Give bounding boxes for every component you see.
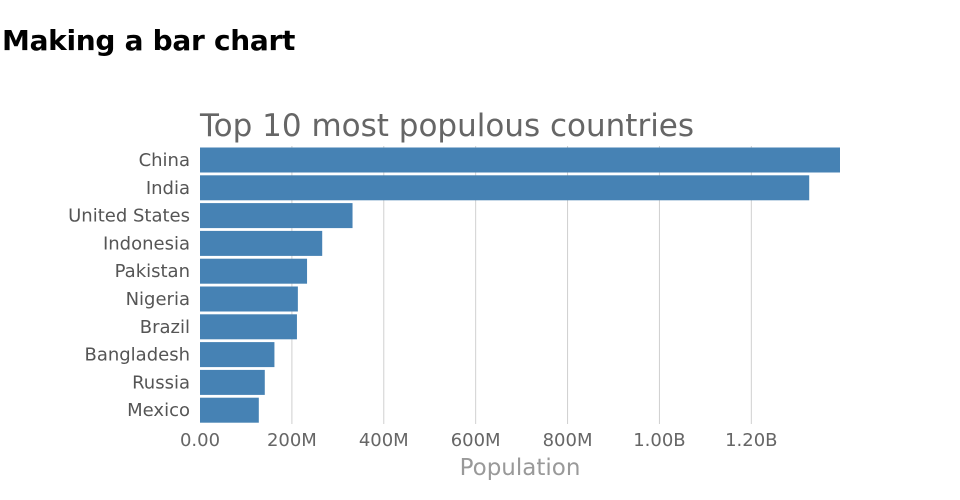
bar-indonesia bbox=[200, 230, 323, 256]
x-tick-label: 0.00 bbox=[180, 430, 220, 451]
page-heading: Making a bar chart bbox=[2, 24, 296, 57]
x-tick-label: 1.20B bbox=[725, 430, 777, 451]
category-label: Nigeria bbox=[126, 289, 190, 310]
bar-nigeria bbox=[200, 286, 298, 312]
category-label: Indonesia bbox=[103, 233, 190, 254]
bars bbox=[200, 147, 840, 423]
bar-russia bbox=[200, 369, 265, 395]
category-label: Pakistan bbox=[115, 261, 190, 282]
chart-title: Top 10 most populous countries bbox=[199, 108, 694, 144]
x-tick-label: 400M bbox=[359, 430, 409, 451]
x-tick-label: 600M bbox=[451, 430, 501, 451]
bar-united-states bbox=[200, 203, 353, 229]
bar-china bbox=[200, 147, 840, 173]
bar-bangladesh bbox=[200, 342, 275, 368]
category-labels: China India United States Indonesia Pakistan… bbox=[68, 150, 190, 421]
bar-brazil bbox=[200, 314, 297, 340]
bar-pakistan bbox=[200, 258, 308, 284]
category-label: Bangladesh bbox=[84, 345, 190, 366]
x-tick-label: 200M bbox=[267, 430, 317, 451]
category-label: India bbox=[146, 178, 190, 199]
x-axis-title: Population bbox=[460, 455, 581, 481]
category-label: China bbox=[139, 150, 190, 171]
category-label: Mexico bbox=[127, 400, 190, 421]
category-label: United States bbox=[68, 206, 190, 227]
bar-india bbox=[200, 175, 810, 201]
category-label: Brazil bbox=[140, 317, 190, 338]
x-tick-labels: 0.00 200M 400M 600M 800M 1.00B 1.20B bbox=[180, 430, 778, 451]
x-tick-label: 1.00B bbox=[633, 430, 685, 451]
bar-mexico bbox=[200, 397, 259, 423]
category-label: Russia bbox=[132, 372, 190, 393]
x-tick-label: 800M bbox=[543, 430, 593, 451]
